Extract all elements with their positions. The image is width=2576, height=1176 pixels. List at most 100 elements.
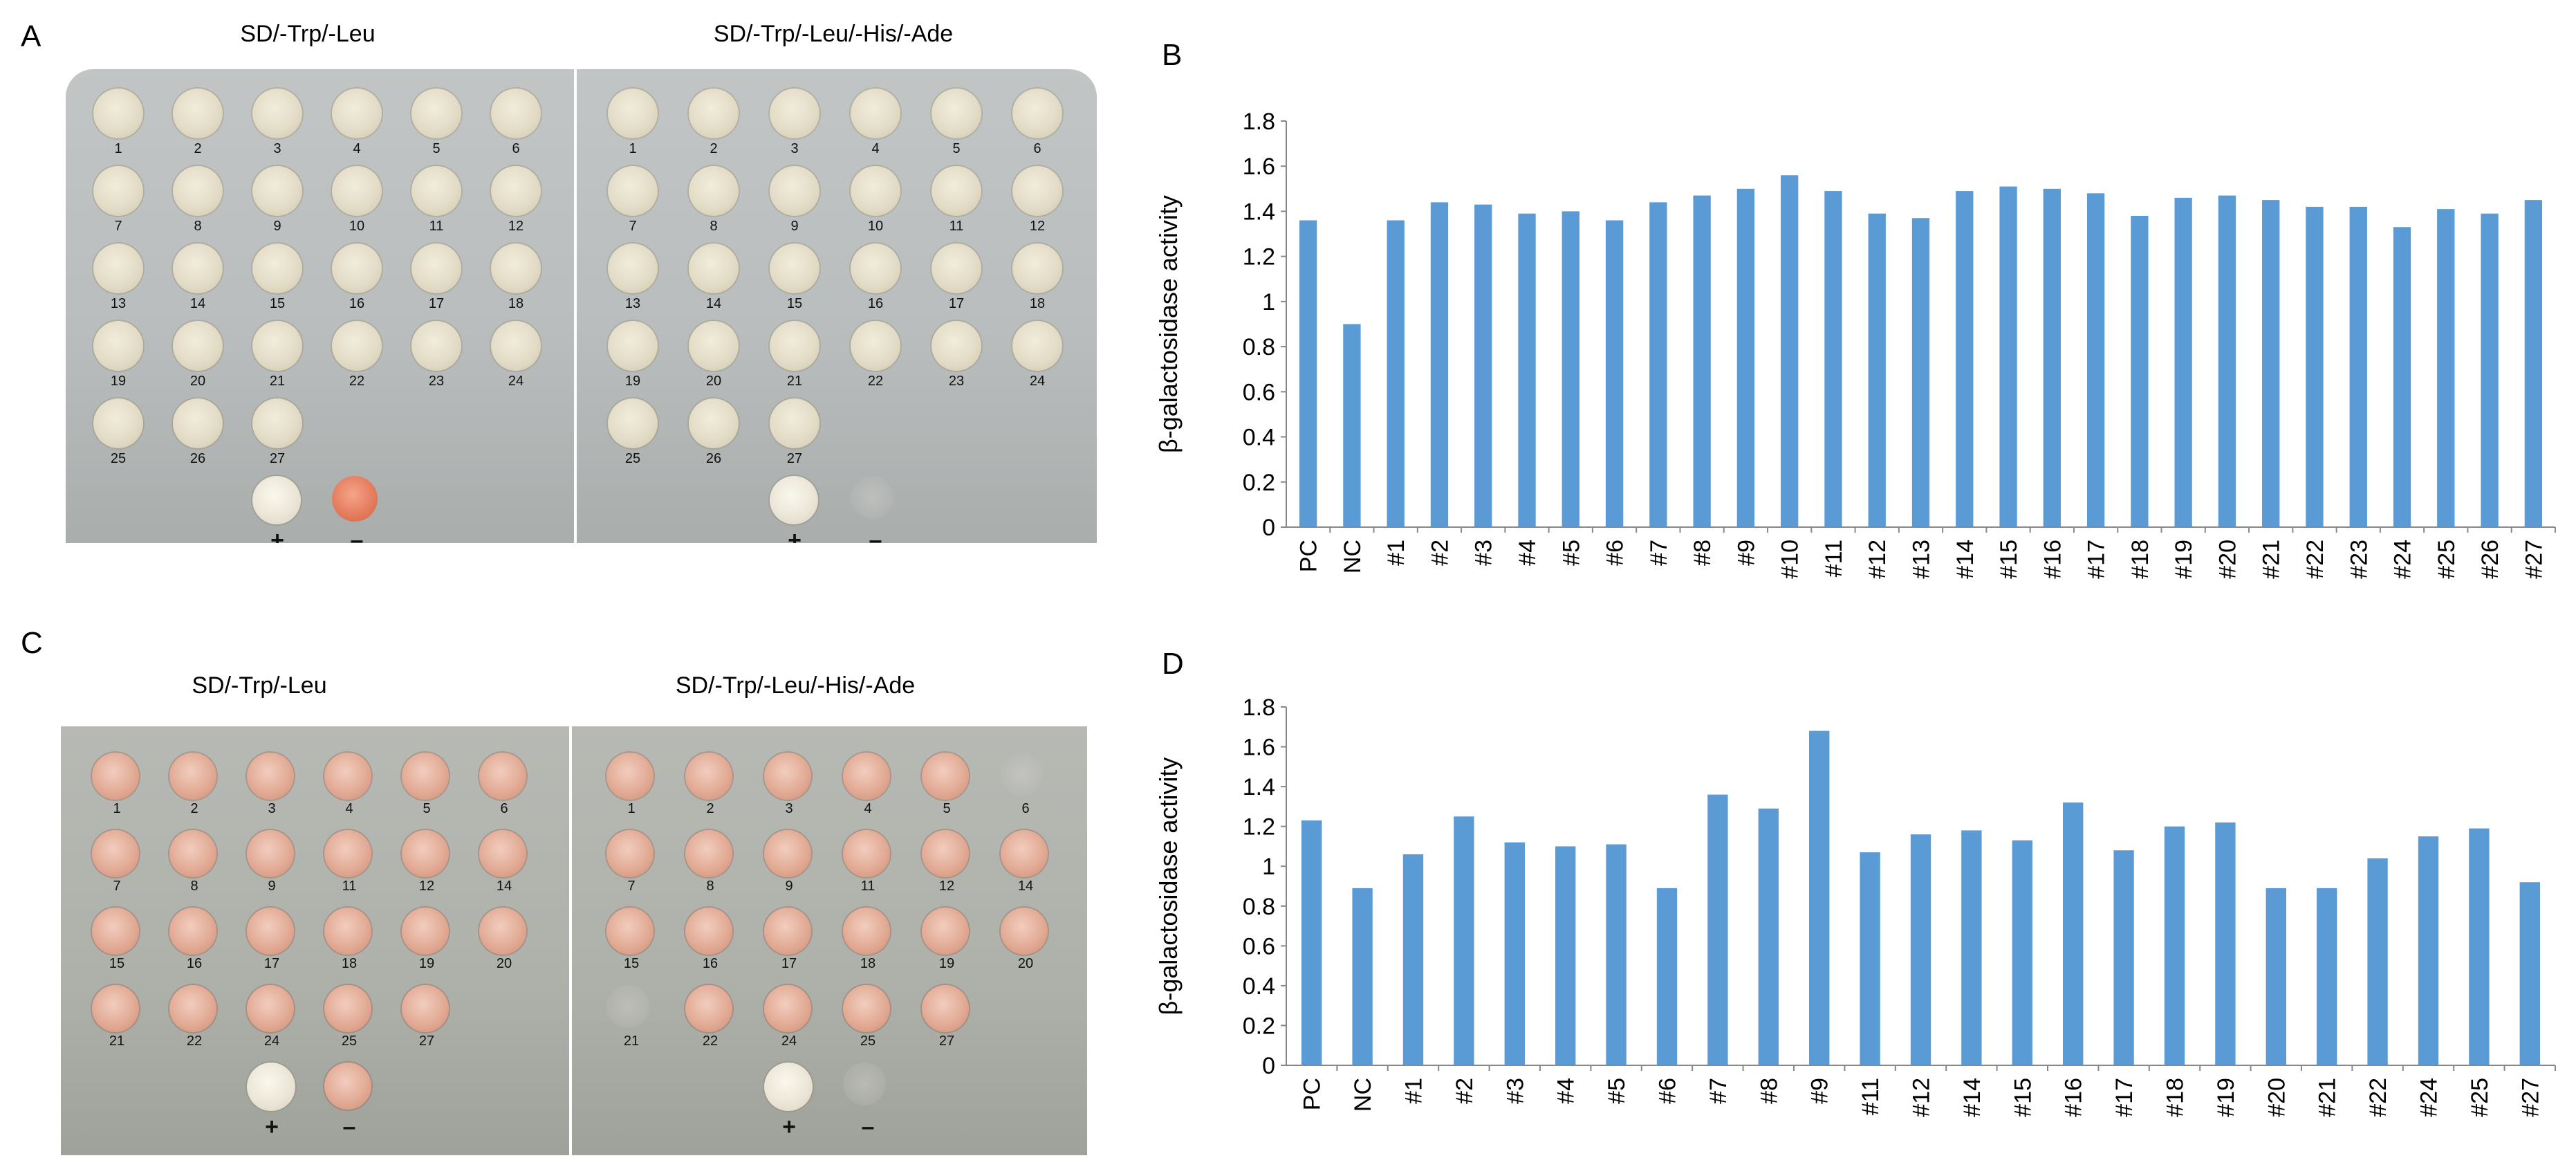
positive-control-label: + <box>270 527 284 543</box>
y-tick-label: 0.6 <box>1243 379 1275 405</box>
colony-label-16: 16 <box>867 296 884 311</box>
colony-25 <box>843 985 890 1032</box>
colony-2 <box>685 753 732 800</box>
colony-16 <box>851 244 900 293</box>
colony-label-18: 18 <box>508 296 524 311</box>
colony-label-24: 24 <box>781 1033 797 1049</box>
colony-27 <box>402 985 449 1032</box>
bar-#17 <box>2086 193 2105 527</box>
colony-label-17: 17 <box>263 956 280 971</box>
colony-label-26: 26 <box>189 451 206 466</box>
colony-label-21: 21 <box>623 1033 640 1049</box>
colony-label-22: 22 <box>186 1033 203 1049</box>
colony-label-21: 21 <box>786 374 803 389</box>
colony-label-21: 21 <box>109 1033 125 1049</box>
colony-label-21: 21 <box>269 374 286 389</box>
bar-#9 <box>1736 188 1755 527</box>
colony-label-23: 23 <box>948 374 965 389</box>
positive-control-colony <box>247 1063 295 1111</box>
colony-label-15: 15 <box>109 956 125 971</box>
x-tick-label: #8 <box>1756 1078 1782 1104</box>
colony-label-9: 9 <box>268 879 276 894</box>
plate-c-right: 1 2 3 4 5 6 7 8 9 11 12 14 15 16 17 18 19 20 21 22 24 25 27 + – <box>572 726 1087 1155</box>
colony-20 <box>1001 908 1048 955</box>
colony-16 <box>332 244 382 293</box>
colony-label-3: 3 <box>790 141 799 156</box>
x-tick-label: #4 <box>1553 1078 1579 1104</box>
colony-3 <box>252 89 302 138</box>
bar-#14 <box>1956 191 1974 527</box>
colony-22 <box>685 985 732 1032</box>
plate-c-right-title: SD/-Trp/-Leu/-His/-Ade <box>675 672 916 699</box>
positive-control-colony <box>770 476 818 524</box>
x-tick-label: #22 <box>2365 1078 2391 1117</box>
x-tick-label: #21 <box>2315 1078 2341 1117</box>
bar-#25 <box>2437 209 2455 527</box>
bar-#4 <box>1518 213 1536 527</box>
y-tick-label: 0.4 <box>1243 425 1275 451</box>
bar-#15 <box>2012 840 2032 1065</box>
colony-22 <box>169 985 216 1032</box>
colony-13 <box>93 244 143 293</box>
colony-label-3: 3 <box>268 801 276 816</box>
y-tick-label: 0.6 <box>1243 933 1275 959</box>
x-tick-label: #21 <box>2259 540 2285 579</box>
colony-21 <box>770 321 819 371</box>
colony-8 <box>169 830 216 877</box>
y-tick-label: 1.8 <box>1243 109 1275 135</box>
colony-17 <box>932 244 981 293</box>
x-tick-label: #25 <box>2467 1078 2493 1117</box>
colony-1 <box>606 753 654 800</box>
plate-a-left-title: SD/-Trp/-Leu <box>240 21 376 47</box>
x-tick-label: #17 <box>2111 1078 2138 1117</box>
colony-12 <box>1012 166 1062 216</box>
colony-label-25: 25 <box>860 1033 876 1049</box>
colony-21 <box>252 321 302 371</box>
colony-27 <box>252 398 302 448</box>
colony-17 <box>764 908 811 955</box>
x-tick-label: #20 <box>2263 1078 2290 1117</box>
colony-label-9: 9 <box>785 879 793 894</box>
colony-label-7: 7 <box>629 219 637 234</box>
colony-label-7: 7 <box>113 879 121 894</box>
panel-letter-a: A <box>21 19 41 53</box>
bar-#21 <box>2317 888 2337 1065</box>
colony-label-19: 19 <box>110 374 127 389</box>
colony-15 <box>92 908 139 955</box>
colony-1 <box>608 89 658 138</box>
colony-22 <box>332 321 382 371</box>
colony-7 <box>92 830 139 877</box>
negative-control-colony <box>843 1063 886 1105</box>
x-tick-label: #26 <box>2477 540 2503 579</box>
x-tick-label: #7 <box>1705 1078 1732 1104</box>
negative-control-label: – <box>350 527 364 543</box>
colony-11 <box>411 166 461 216</box>
bar-#16 <box>2063 802 2084 1065</box>
positive-control-label: + <box>788 527 801 543</box>
colony-5 <box>922 753 969 800</box>
x-tick-label: #6 <box>1602 540 1629 566</box>
y-tick-label: 0.8 <box>1243 334 1275 360</box>
colony-label-4: 4 <box>864 801 872 816</box>
colony-16 <box>169 908 216 955</box>
colony-label-24: 24 <box>263 1033 280 1049</box>
colony-4 <box>843 753 890 800</box>
colony-label-6: 6 <box>1021 801 1030 816</box>
colony-20 <box>173 321 223 371</box>
colony-13 <box>608 244 658 293</box>
x-tick-label: #3 <box>1502 1078 1528 1104</box>
y-tick-label: 1.4 <box>1243 199 1275 225</box>
colony-18 <box>491 244 541 293</box>
colony-20 <box>479 908 526 955</box>
bar-#2 <box>1454 816 1474 1065</box>
x-tick-label: #2 <box>1452 1078 1478 1104</box>
plate-c-left-title: SD/-Trp/-Leu <box>192 672 327 699</box>
colony-22 <box>851 321 900 371</box>
x-tick-label: #5 <box>1558 540 1584 566</box>
colony-8 <box>689 166 739 216</box>
colony-6 <box>1012 89 1062 138</box>
x-tick-label: #27 <box>2517 1078 2543 1117</box>
colony-2 <box>173 89 223 138</box>
x-tick-label: #15 <box>2010 1078 2036 1117</box>
colony-label-7: 7 <box>627 879 636 894</box>
